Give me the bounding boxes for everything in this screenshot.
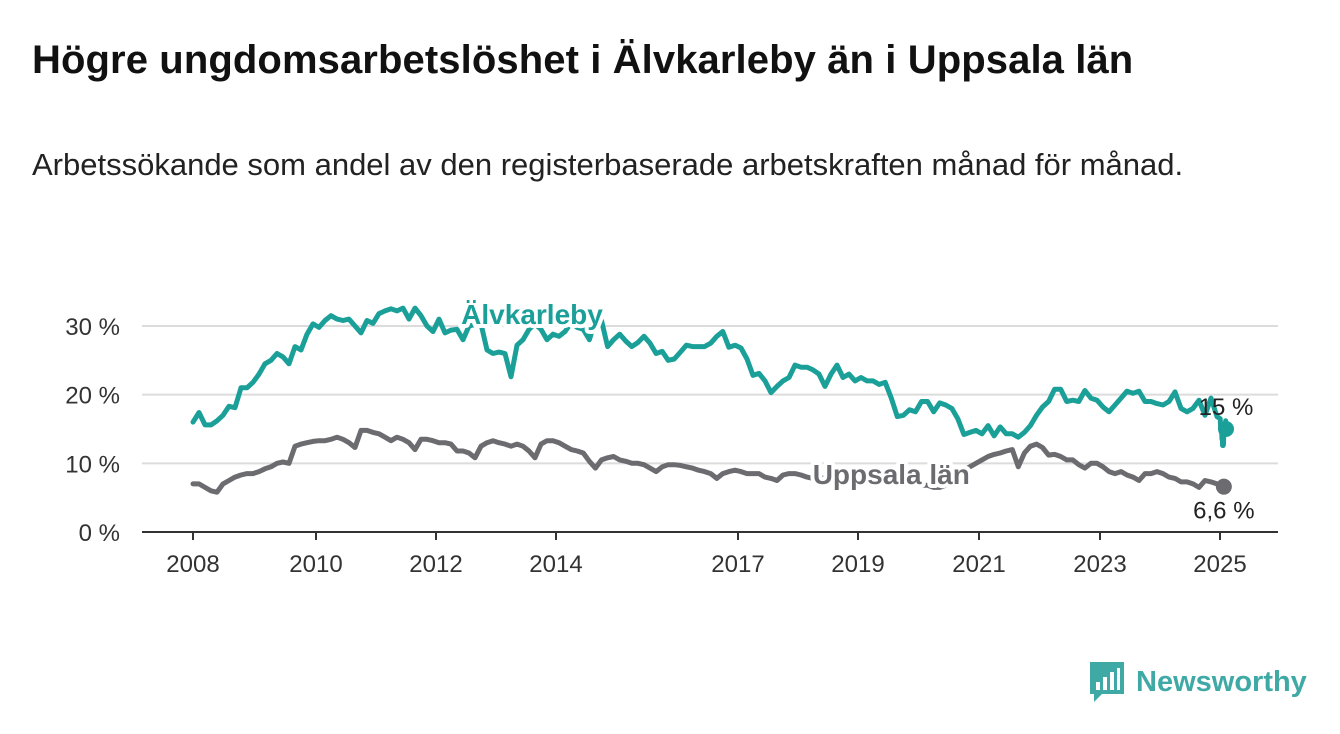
end-value-label: 15 % [1199, 394, 1254, 421]
chart-title: Högre ungdomsarbetslöshet i Älvkarleby ä… [32, 38, 1134, 82]
x-tick-label: 2019 [831, 551, 884, 578]
x-tick-label: 2021 [952, 551, 1005, 578]
x-tick-label: 2012 [409, 551, 462, 578]
end-point-marker [1215, 478, 1232, 495]
y-tick-label: 0 % [79, 520, 120, 547]
y-tick-label: 30 % [65, 314, 120, 341]
end-point-marker [1218, 421, 1234, 437]
x-tick-label: 2025 [1193, 551, 1246, 578]
series-label: Uppsala län [813, 459, 970, 490]
x-tick-label: 2014 [529, 551, 582, 578]
end-value-label: 6,6 % [1193, 498, 1254, 525]
y-tick-label: 20 % [65, 383, 120, 410]
series-label-halo: Älvkarleby [461, 299, 603, 330]
series-label: Älvkarleby [461, 299, 603, 330]
brand-name: Newsworthy [1136, 665, 1307, 698]
series-label-halo: Uppsala län [813, 459, 970, 490]
x-tick-label: 2008 [166, 551, 219, 578]
series-lines [190, 305, 1234, 495]
x-tick-label: 2023 [1073, 551, 1126, 578]
y-axis: 0 % 10 % 20 % 30 % [65, 314, 120, 547]
x-axis: 2008 2010 2012 2014 2017 2019 2021 2023 2025 [142, 531, 1278, 578]
newsworthy-logo-icon [1090, 662, 1124, 702]
x-tick-label: 2010 [289, 551, 342, 578]
chart-subtitle: Arbetssökande som andel av den registerb… [32, 147, 1184, 182]
series-line-alvkarleby [190, 305, 1229, 448]
series-line-uppsala-lan [190, 427, 1227, 495]
y-tick-label: 10 % [65, 451, 120, 478]
x-tick-label: 2017 [711, 551, 764, 578]
newsworthy-brand: Newsworthy [1088, 660, 1307, 704]
